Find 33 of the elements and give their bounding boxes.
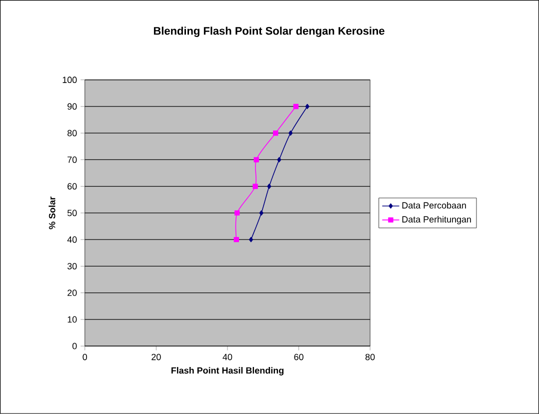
y-tick-label: 50 [67, 210, 77, 216]
x-tick-label: 0 [82, 354, 88, 360]
y-tick-label: 80 [68, 130, 77, 136]
point [252, 184, 258, 189]
point [277, 157, 282, 162]
point [267, 184, 272, 189]
y-tick-label: 30 [67, 263, 77, 270]
chart-title: Blending Flash Point Solar dengan Kerosine [154, 26, 384, 38]
legend-label: Data Percobaan [402, 202, 466, 209]
point [288, 130, 293, 136]
y-tick-label: 100 [62, 76, 77, 84]
x-axis-title: Flash Point Hasil Blending [171, 367, 284, 376]
point [293, 104, 299, 110]
point [259, 210, 264, 216]
x-tick-label: 80 [365, 354, 375, 360]
point [234, 237, 239, 242]
x-tick-label: 40 [222, 354, 232, 360]
point [305, 104, 310, 110]
y-tick-label: 10 [68, 316, 77, 323]
x-tick-label: 20 [152, 354, 161, 360]
y-tick-label: 70 [68, 156, 77, 163]
point [248, 237, 254, 242]
y-tick-label: 60 [68, 183, 77, 190]
point [254, 157, 259, 162]
point [273, 130, 278, 136]
y-tick-label: 20 [68, 290, 77, 296]
y-tick-label: 0 [72, 342, 77, 350]
y-axis-title: % Solar [48, 196, 56, 230]
x-tick-label: 60 [294, 354, 304, 360]
legend-label: Data Perhitungan [402, 216, 471, 224]
point [234, 210, 240, 216]
y-tick-label: 90 [68, 103, 77, 110]
y-tick-label: 40 [67, 236, 77, 243]
